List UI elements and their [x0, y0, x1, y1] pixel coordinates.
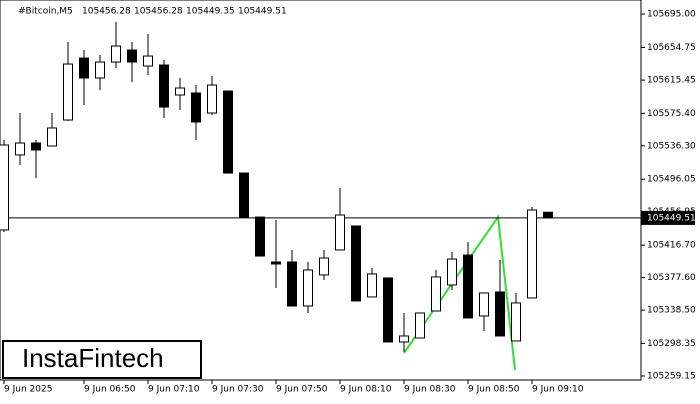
x-tick-label: 9 Jun 07:10: [148, 385, 200, 395]
y-tick-label: 105536.30: [647, 141, 696, 151]
x-tick-label: 9 Jun 2025: [4, 385, 52, 395]
candle-body: [47, 127, 57, 147]
candle-body: [255, 216, 265, 257]
candle-body: [367, 273, 377, 298]
candle-body: [63, 63, 73, 121]
candle-body: [463, 254, 473, 319]
candle-body: [223, 90, 233, 174]
candle-body: [319, 257, 329, 276]
x-tick-label: 9 Jun 07:50: [276, 385, 328, 395]
candle-body: [175, 87, 185, 96]
x-tick-label: 9 Jun 07:30: [212, 385, 264, 395]
y-tick-label: 105695.00: [647, 10, 696, 20]
candle-body: [447, 258, 457, 286]
candle-body: [191, 92, 201, 123]
x-tick-label: 9 Jun 08:30: [404, 385, 456, 395]
candle-body: [79, 57, 89, 79]
logo-box: [2, 340, 202, 379]
header-close: 105449.51: [238, 7, 287, 17]
header-low: 105449.35: [186, 7, 235, 17]
price-label-box: [641, 210, 695, 225]
candle-body: [127, 49, 137, 63]
y-tick-label: 105496.05: [647, 175, 696, 185]
candle-body: [399, 335, 409, 343]
candle-body: [271, 261, 281, 265]
candle-body: [495, 291, 505, 337]
header-high: 105456.28: [134, 7, 183, 17]
x-tick-label: 9 Jun 09:10: [532, 385, 584, 395]
y-tick-label: 105338.50: [647, 306, 696, 316]
y-tick-label: 105615.45: [647, 76, 696, 86]
logo: InstaFintech: [22, 343, 164, 373]
y-tick-label: 105416.70: [647, 241, 696, 251]
candle-body: [303, 269, 313, 307]
price-label: 105449.51: [647, 213, 696, 223]
x-tick-label: 9 Jun 08:50: [468, 385, 520, 395]
candle-body: [415, 312, 425, 339]
header-open: 105456.28: [82, 7, 131, 17]
y-tick-label: 105575.40: [647, 109, 696, 119]
x-tick-label: 9 Jun 06:50: [84, 385, 136, 395]
candle-body: [511, 302, 521, 342]
plot-frame: [0, 0, 642, 381]
candle-body: [543, 211, 553, 219]
y-tick-label: 105654.75: [647, 43, 696, 53]
candle-body: [143, 55, 153, 67]
candle-body: [479, 292, 489, 317]
candle-body: [287, 261, 297, 307]
chart-title: #Bitcoin,M5: [18, 7, 73, 17]
candle-body: [207, 84, 217, 114]
candle-body: [239, 172, 249, 218]
candle-body: [95, 61, 105, 79]
candle-body: [431, 276, 441, 312]
candle-body: [383, 277, 393, 343]
candle-body: [159, 64, 169, 108]
candle-body: [15, 142, 25, 156]
candle-body: [335, 214, 345, 251]
candle-body: [31, 142, 41, 151]
candle-body: [351, 225, 361, 302]
candle-body: [0, 144, 9, 231]
y-tick-label: 105259.15: [647, 371, 696, 381]
candle-body: [527, 209, 537, 299]
candle-body: [111, 45, 121, 63]
x-tick-label: 9 Jun 08:10: [340, 385, 392, 395]
y-tick-label: 105298.35: [647, 339, 696, 349]
y-tick-label: 105377.60: [647, 273, 696, 283]
